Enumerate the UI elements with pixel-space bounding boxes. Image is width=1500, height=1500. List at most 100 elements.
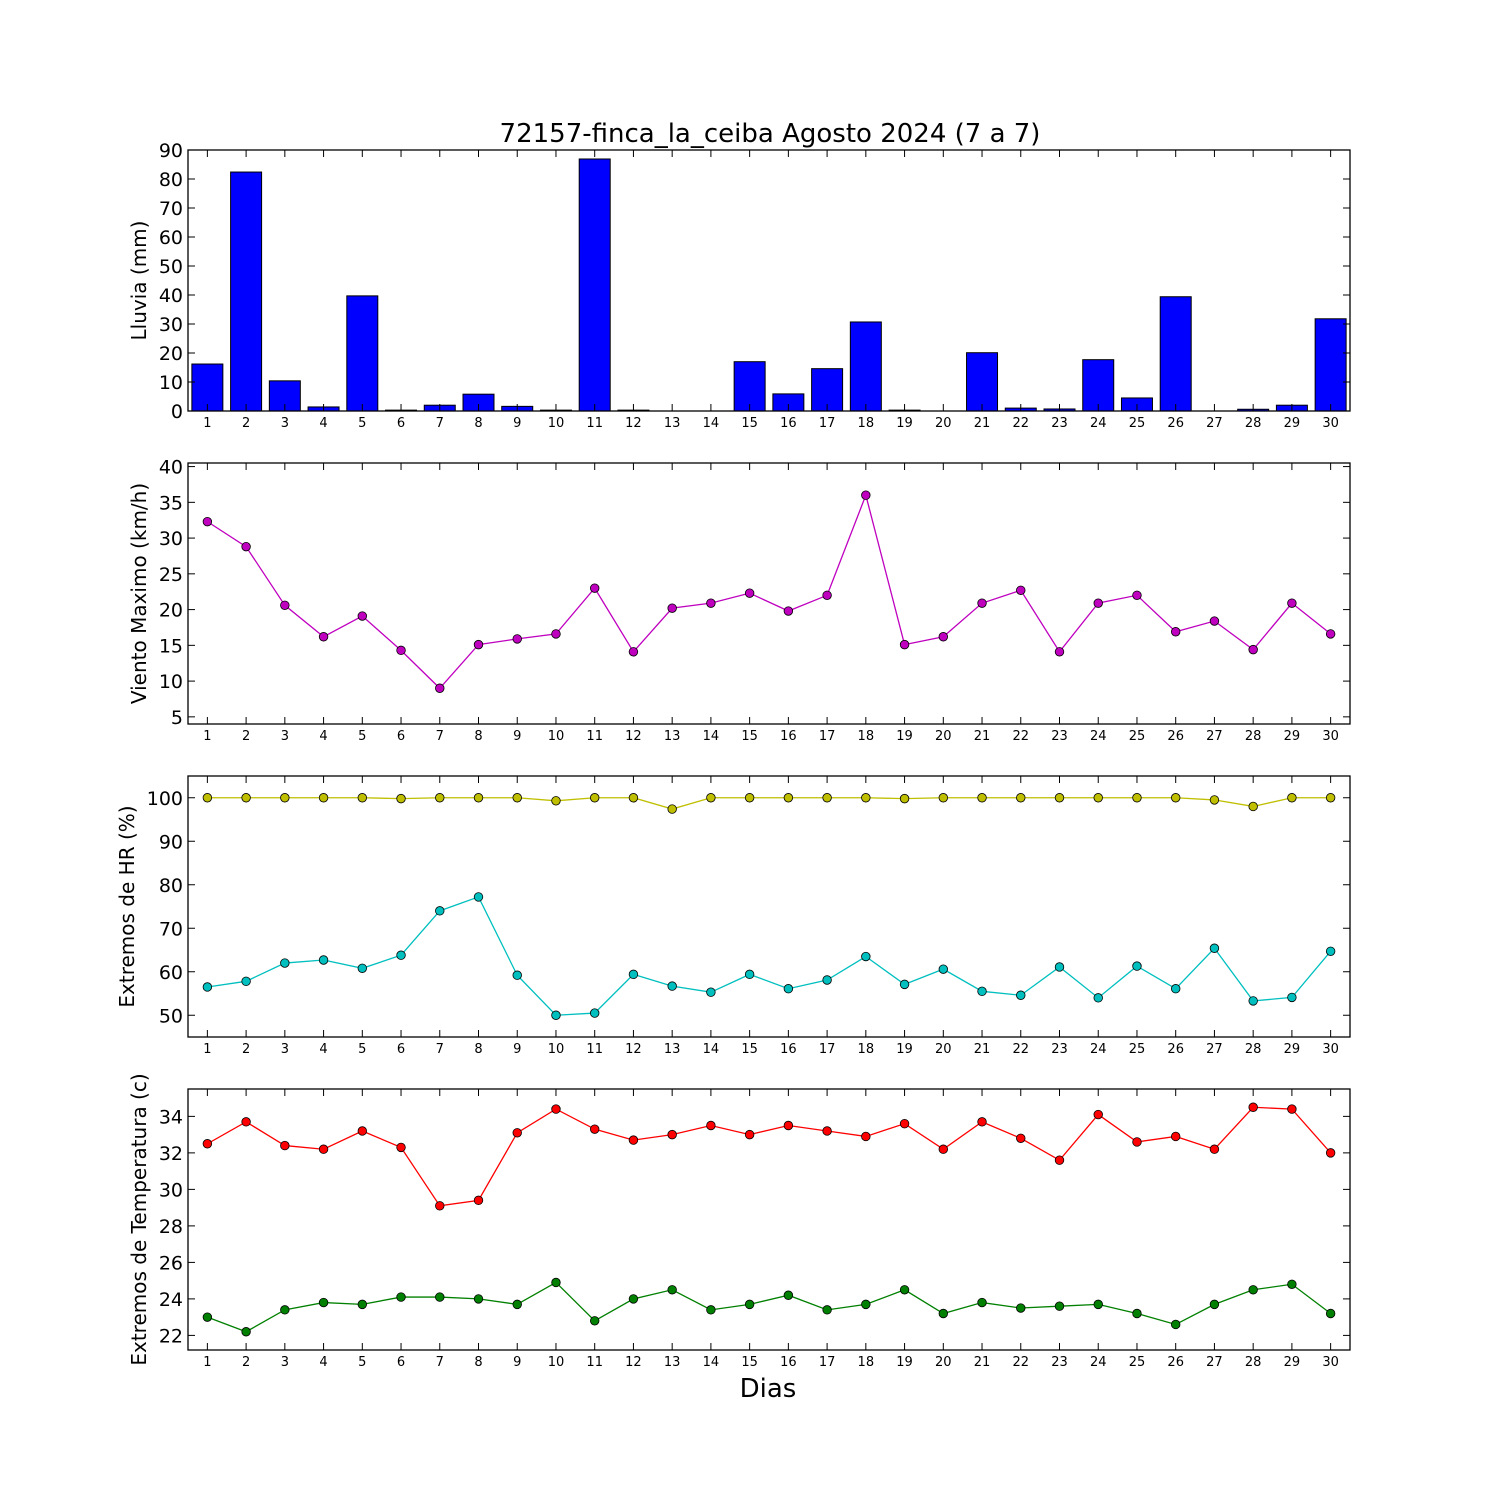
point-s1-day-11: [590, 793, 600, 803]
x-tick-label: 27: [1206, 729, 1223, 744]
point-s1-day-24: [1093, 1109, 1103, 1120]
panel-frame: [187, 149, 1351, 412]
point-s1-day-23: [1054, 647, 1065, 657]
x-tick-label: 3: [281, 729, 289, 744]
x-tick-label: 2: [242, 729, 250, 744]
y-tick-label: 60: [159, 962, 183, 984]
point-s2-day-10: [551, 1277, 561, 1288]
point-s2-day-1: [202, 1312, 213, 1322]
x-tick-label: 5: [358, 729, 366, 744]
panel-frame: [187, 1088, 1351, 1351]
y-tick-label: 20: [159, 600, 183, 622]
x-tick-label: 29: [1284, 416, 1301, 431]
x-tick-label: 1: [203, 1355, 211, 1370]
x-tick-label: 12: [625, 1355, 642, 1370]
y-tick-label: 0: [171, 401, 183, 423]
point-s2-day-8: [473, 892, 484, 902]
point-s2-day-22: [1016, 990, 1026, 1000]
point-s1-day-28: [1248, 1102, 1258, 1112]
x-tick-label: 29: [1284, 1042, 1301, 1057]
point-s1-day-8: [473, 1195, 484, 1206]
point-s2-day-11: [590, 1008, 600, 1018]
x-tick-label: 6: [397, 1042, 405, 1057]
point-s2-day-16: [783, 1290, 794, 1300]
x-tick-label: 10: [548, 1355, 565, 1370]
x-tick-label: 15: [741, 729, 758, 744]
y-tick-label: 22: [159, 1325, 183, 1347]
x-tick-label: 29: [1284, 1355, 1301, 1370]
x-tick-label: 17: [819, 1042, 836, 1057]
point-s1-day-3: [280, 600, 290, 611]
bar-day-24: [1082, 359, 1115, 412]
point-s1-day-8: [473, 639, 484, 650]
x-tick-label: 23: [1051, 1042, 1068, 1057]
x-tick-label: 6: [397, 729, 405, 744]
y-tick-label: 90: [159, 831, 183, 853]
x-tick-label: 18: [858, 1355, 875, 1370]
x-tick-label: 7: [436, 1355, 444, 1370]
x-tick-label: 21: [974, 729, 991, 744]
x-tick-label: 23: [1051, 1355, 1068, 1370]
y-tick-label: 40: [159, 285, 183, 307]
x-tick-label: 11: [586, 416, 603, 431]
point-s1-day-4: [318, 632, 329, 642]
point-s2-day-4: [318, 1297, 329, 1308]
point-s1-day-27: [1209, 616, 1220, 626]
x-tick-label: 20: [935, 1355, 952, 1370]
x-tick-label: 30: [1322, 1355, 1339, 1370]
point-s1-day-26: [1170, 793, 1181, 803]
point-s1-day-17: [822, 1126, 832, 1136]
point-s1-day-18: [861, 793, 871, 803]
x-tick-label: 15: [741, 1042, 758, 1057]
point-s1-day-17: [822, 793, 832, 803]
point-s2-day-30: [1325, 1308, 1336, 1319]
point-s1-day-14: [706, 598, 716, 608]
point-s1-day-24: [1093, 793, 1103, 803]
x-tick-label: 28: [1245, 416, 1262, 431]
point-s1-day-12: [628, 647, 639, 657]
point-s2-day-29: [1287, 992, 1297, 1003]
point-s2-day-30: [1325, 946, 1336, 957]
point-s1-day-27: [1209, 795, 1220, 805]
y-tick-label: 24: [159, 1289, 183, 1311]
x-tick-label: 22: [1012, 1355, 1029, 1370]
y-tick-label: 100: [147, 788, 183, 810]
point-s1-day-7: [435, 1201, 445, 1211]
point-s1-day-22: [1016, 793, 1026, 803]
x-tick-label: 22: [1012, 729, 1029, 744]
y-tick-label: 30: [159, 528, 183, 550]
x-tick-label: 17: [819, 416, 836, 431]
x-tick-label: 21: [974, 1355, 991, 1370]
point-s2-day-18: [861, 1299, 871, 1310]
x-tick-label: 8: [474, 1355, 482, 1370]
point-s1-day-23: [1054, 1155, 1065, 1165]
point-s1-day-5: [357, 793, 368, 803]
point-s1-day-16: [783, 1120, 794, 1131]
point-s2-day-21: [977, 1297, 987, 1308]
x-tick-label: 1: [203, 416, 211, 431]
x-tick-label: 14: [703, 1355, 720, 1370]
x-tick-label: 17: [819, 1355, 836, 1370]
point-s2-day-25: [1132, 961, 1142, 971]
point-s1-day-2: [241, 541, 251, 552]
x-tick-label: 8: [474, 729, 482, 744]
point-s2-day-9: [512, 970, 522, 980]
point-s1-day-27: [1209, 1144, 1220, 1154]
x-tick-label: 25: [1129, 729, 1146, 744]
y-tick-label: 10: [159, 671, 183, 693]
bar-day-21: [966, 352, 999, 412]
x-tick-label: 25: [1129, 1042, 1146, 1057]
point-s1-day-5: [357, 1126, 368, 1136]
x-tick-label: 20: [935, 729, 952, 744]
y-axis-label: Lluvia (mm): [127, 221, 151, 341]
x-tick-label: 13: [664, 416, 681, 431]
point-s1-day-28: [1248, 644, 1258, 655]
point-s2-day-25: [1132, 1308, 1142, 1319]
point-s1-day-3: [280, 793, 290, 803]
point-s2-day-3: [280, 958, 290, 968]
y-tick-label: 35: [159, 492, 183, 514]
point-s2-day-5: [357, 1299, 368, 1310]
y-tick-label: 5: [171, 707, 183, 729]
x-tick-label: 20: [935, 416, 952, 431]
